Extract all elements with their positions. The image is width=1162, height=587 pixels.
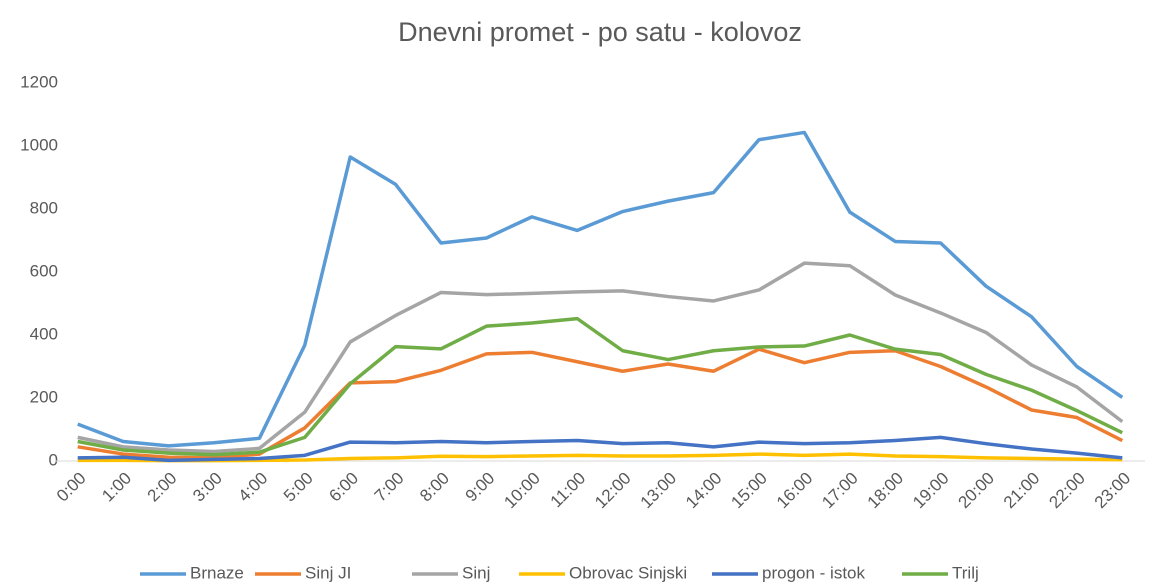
x-tick-label: 9:00: [462, 469, 499, 506]
x-tick-label: 1:00: [98, 469, 135, 506]
x-tick-label: 0:00: [53, 469, 90, 506]
x-tick-label: 8:00: [416, 469, 453, 506]
x-tick-label: 18:00: [864, 469, 908, 513]
legend-label: Sinj JI: [305, 563, 351, 582]
legend-label: progon - istok: [762, 563, 865, 582]
chart-title: Dnevni promet - po satu - kolovoz: [398, 17, 802, 47]
y-tick-label: 400: [30, 324, 58, 343]
y-tick-label: 600: [30, 261, 58, 280]
x-tick-label: 23:00: [1091, 469, 1135, 513]
x-tick-label: 16:00: [773, 469, 817, 513]
y-tick-label: 800: [30, 198, 58, 217]
x-tick-label: 12:00: [591, 469, 635, 513]
x-tick-label: 4:00: [235, 469, 272, 506]
series-line: [77, 347, 1124, 460]
x-tick-label: 10:00: [500, 469, 544, 513]
y-tick-label: 1000: [20, 135, 58, 154]
legend-label: Brnaze: [190, 563, 244, 582]
series-line: [77, 130, 1124, 448]
y-tick-label: 1200: [20, 72, 58, 91]
y-tick-label: 200: [30, 387, 58, 406]
series-line: [77, 316, 1124, 457]
legend-label: Trilj: [952, 563, 979, 582]
legend-label: Obrovac Sinjski: [569, 563, 687, 582]
x-tick-label: 15:00: [727, 469, 771, 513]
series-line: [77, 261, 1124, 454]
x-tick-label: 2:00: [144, 469, 181, 506]
x-tick-label: 3:00: [189, 469, 226, 506]
x-tick-label: 19:00: [909, 469, 953, 513]
x-tick-label: 7:00: [371, 469, 408, 506]
legend-label: Sinj: [462, 563, 490, 582]
x-tick-label: 6:00: [325, 469, 362, 506]
x-tick-label: 14:00: [682, 469, 726, 513]
y-tick-label: 0: [49, 450, 58, 469]
series-line: [77, 435, 1123, 463]
x-tick-label: 13:00: [637, 469, 681, 513]
series-line: [77, 452, 1123, 463]
x-tick-label: 17:00: [818, 469, 862, 513]
x-tick-label: 20:00: [955, 469, 999, 513]
x-tick-label: 11:00: [547, 469, 590, 512]
x-tick-label: 21:00: [1000, 469, 1044, 513]
x-tick-label: 22:00: [1045, 469, 1089, 513]
x-tick-label: 5:00: [280, 469, 317, 506]
